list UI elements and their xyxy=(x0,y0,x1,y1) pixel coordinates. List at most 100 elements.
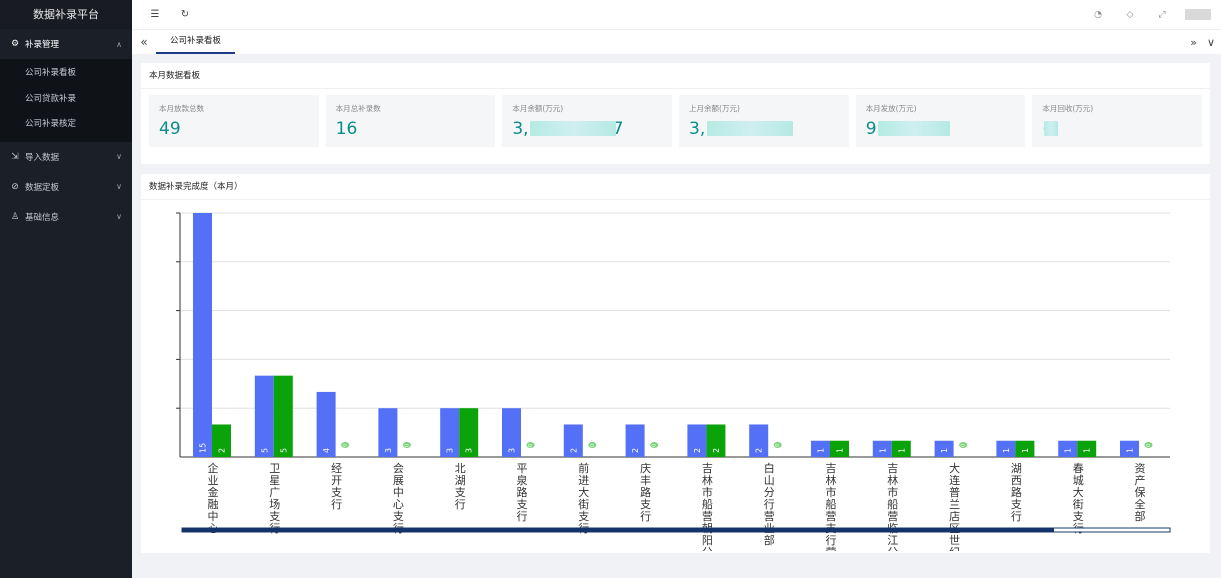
stat-label: 本月总补录数 xyxy=(335,104,381,113)
top-header: ☰ ↻ ◔ ◇ ⤢ xyxy=(132,0,1221,29)
theme-icon[interactable]: ◔ xyxy=(1094,9,1102,20)
x-tick-label: 营 xyxy=(826,545,837,551)
tab-company-dashboard[interactable]: 公司补录看板 xyxy=(156,30,236,54)
x-tick-label: 广 xyxy=(269,486,280,499)
chart-bar xyxy=(934,440,954,457)
user-icon: ♙ xyxy=(10,211,20,222)
menu-group-label: 基础信息 xyxy=(25,212,60,223)
bar-value-label: 1 xyxy=(1002,448,1011,453)
x-tick-label: 行 xyxy=(764,498,775,511)
menu-group-basic-info[interactable]: ♙ 基础信息 ∨ xyxy=(0,202,132,232)
zero-marker xyxy=(402,442,411,448)
bar-value-label: 0 xyxy=(775,444,781,447)
redacted-blur xyxy=(530,121,617,136)
sidebar-item-company-supplement-verify[interactable]: 公司补录核定 xyxy=(25,119,77,129)
x-tick-label: 吉 xyxy=(702,462,713,475)
x-tick-label: 市 xyxy=(887,485,898,499)
x-tick-label: 行 xyxy=(455,498,466,511)
chart-bar xyxy=(891,440,911,457)
chart-bar xyxy=(273,375,293,457)
tag-icon[interactable]: ◇ xyxy=(1126,9,1134,20)
x-tick-label: 连 xyxy=(949,474,960,487)
x-tick-label: 兰 xyxy=(949,498,960,511)
zero-marker xyxy=(959,442,968,448)
chart-bar xyxy=(1120,440,1139,457)
x-tick-label: 泉 xyxy=(517,473,528,487)
x-tick-label: 场 xyxy=(269,497,280,511)
bar-value-label: 2 xyxy=(755,448,764,453)
chart-bar xyxy=(378,408,398,457)
x-tick-label: 街 xyxy=(578,497,589,511)
x-tick-label: 支 xyxy=(1073,510,1084,523)
sidebar-item-company-loan-supplement[interactable]: 公司贷款补录 xyxy=(25,93,77,104)
chevron-down-icon: ∨ xyxy=(116,182,122,191)
x-tick-label: 营 xyxy=(702,509,713,523)
bar-value-label: 1 xyxy=(1126,448,1135,453)
chevron-down-icon: ∨ xyxy=(116,212,122,221)
stat-card-month-recovered: 本月回收(万元) ( xyxy=(1032,95,1203,147)
bar-value-label: 0 xyxy=(404,444,410,447)
chart-bar xyxy=(625,424,645,457)
bar-value-label: 3 xyxy=(508,448,517,453)
sidebar: 数据补录平台 ⚙ 补录管理 ∧ 公司补录看板 公司贷款补录 公司补录核定 ⇲ 导… xyxy=(0,0,132,578)
chart-panel: 数据补录完成度（本月） 152企业金融中心55卫星广场支行40经开支行30会展中… xyxy=(141,174,1210,553)
x-tick-label: 经 xyxy=(331,462,342,475)
chart-bar xyxy=(563,424,583,457)
x-tick-label: 展 xyxy=(393,474,404,487)
x-tick-label: 卫 xyxy=(269,462,280,475)
zero-marker xyxy=(1144,442,1153,448)
x-tick-label: 平 xyxy=(517,462,528,475)
x-tick-label: 丰 xyxy=(640,474,651,487)
stat-value: 3, xyxy=(689,119,706,139)
x-tick-label: 支 xyxy=(331,486,342,499)
x-tick-label: 支 xyxy=(455,486,466,499)
refresh-icon[interactable]: ↻ xyxy=(180,9,190,20)
menu-group-import-data[interactable]: ⇲ 导入数据 ∨ xyxy=(0,142,132,172)
tabs-menu-chevron-icon[interactable]: ∨ xyxy=(1206,35,1215,49)
fullscreen-icon[interactable]: ⤢ xyxy=(1158,9,1166,20)
bar-value-label: 2 xyxy=(693,448,702,453)
x-tick-label: 支 xyxy=(578,510,589,523)
x-tick-label: 林 xyxy=(826,473,837,487)
check-circle-icon: ⊘ xyxy=(11,181,19,192)
app-brand: 数据补录平台 xyxy=(0,0,132,29)
redacted-blur xyxy=(1044,121,1059,136)
x-tick-label: 市 xyxy=(702,485,713,499)
menu-fold-icon[interactable]: ☰ xyxy=(150,9,160,20)
x-tick-label: 店 xyxy=(949,509,960,523)
chart-bar xyxy=(440,408,460,457)
x-tick-label: 资 xyxy=(1135,462,1146,475)
chart-bar xyxy=(502,408,521,457)
bar-value-label: 0 xyxy=(652,444,658,447)
redacted-blur xyxy=(877,121,950,136)
x-tick-label: 北 xyxy=(455,462,466,475)
menu-group-data-lock[interactable]: ⊘ 数据定板 ∨ xyxy=(0,172,132,202)
tabs-scroll-left-icon[interactable]: « xyxy=(140,35,148,49)
x-tick-label: 路 xyxy=(1011,486,1022,499)
x-tick-label: 林 xyxy=(702,473,713,487)
stat-card-month-balance: 本月余额(万元) 3, 7 xyxy=(502,95,673,147)
x-tick-label: 大 xyxy=(578,485,589,499)
bar-value-label: 0 xyxy=(590,444,596,447)
tabs-scroll-right-icon[interactable]: » xyxy=(1190,35,1197,49)
stat-label: 上月余额(万元) xyxy=(689,104,740,113)
sidebar-item-company-dashboard[interactable]: 公司补录看板 xyxy=(25,68,77,78)
x-tick-label: 西 xyxy=(1011,474,1022,487)
chart-bar xyxy=(872,440,892,457)
x-tick-label: 城 xyxy=(1073,474,1084,487)
avatar[interactable] xyxy=(1185,9,1211,20)
x-tick-label: 船 xyxy=(887,497,898,511)
menu-group-label: 补录管理 xyxy=(25,40,60,50)
x-tick-label: 支 xyxy=(517,498,528,511)
bar-value-label: 3 xyxy=(384,448,393,453)
x-tick-label: 行 xyxy=(1011,510,1022,523)
x-tick-label: 船 xyxy=(702,497,713,511)
stat-value: 16 xyxy=(335,119,358,139)
menu-group-label: 数据定板 xyxy=(25,182,60,193)
menu-group-supplement-management[interactable]: ⚙ 补录管理 ∧ xyxy=(0,29,132,59)
bar-value-label: 3 xyxy=(446,448,455,453)
x-tick-label: 支 xyxy=(1011,498,1022,511)
zero-marker xyxy=(588,442,597,448)
x-tick-label: 行 xyxy=(331,498,342,511)
stat-label: 本月发放(万元) xyxy=(865,104,917,113)
